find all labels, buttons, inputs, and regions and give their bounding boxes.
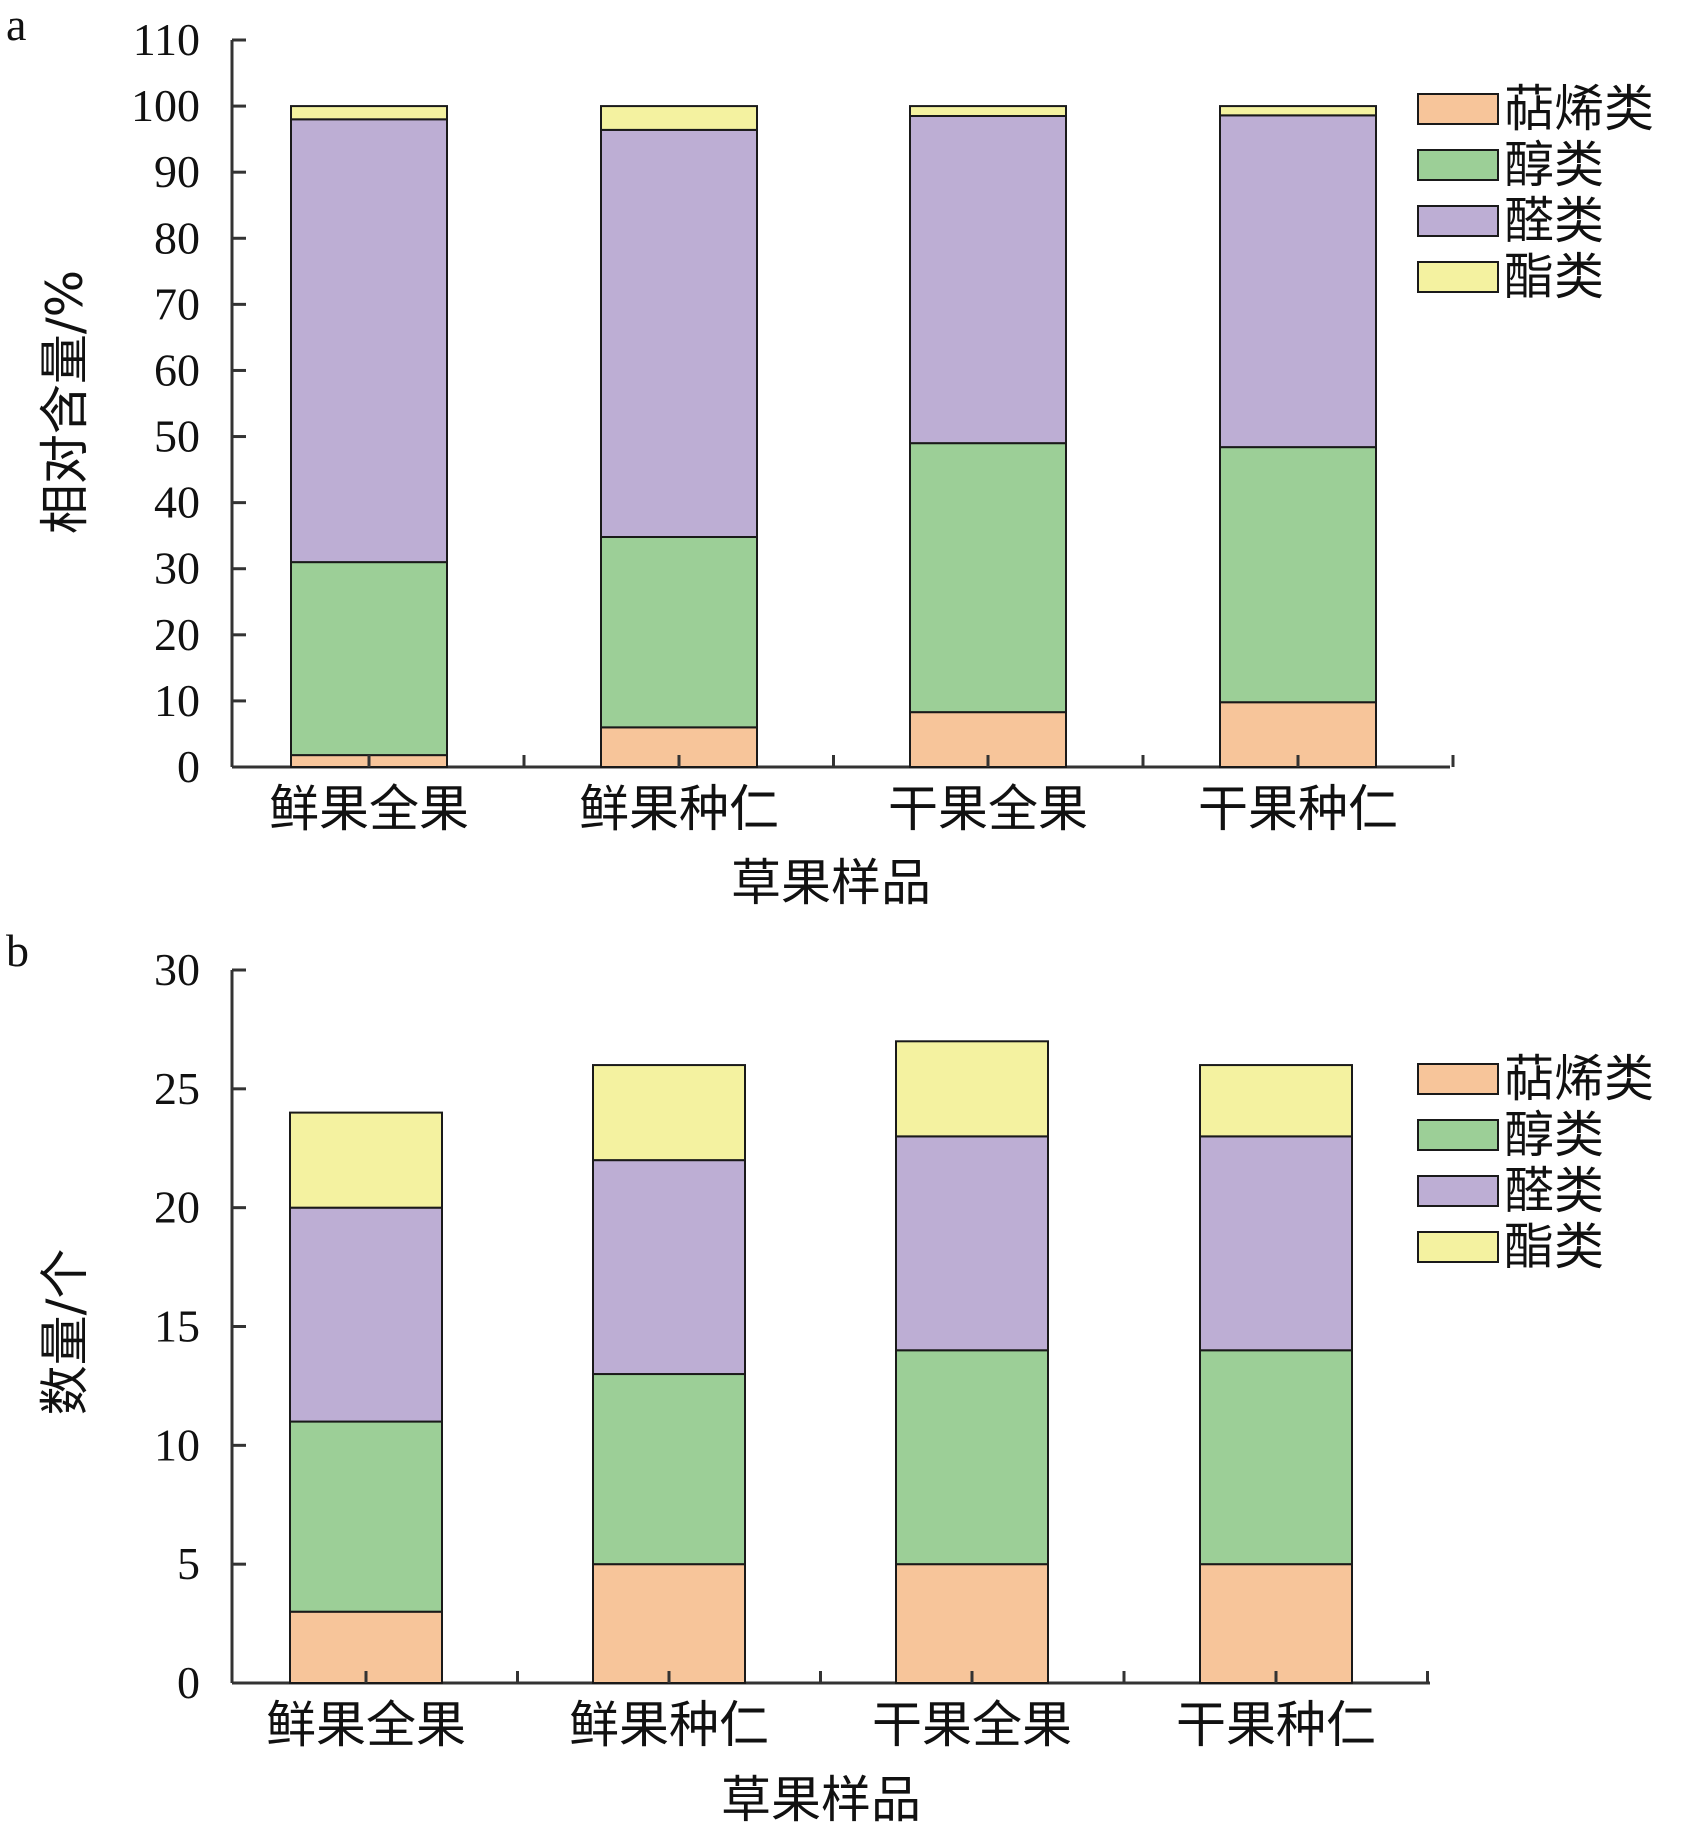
- legend-label-b-2: 醛类: [1504, 1162, 1604, 1220]
- y-tick-label-a: 30: [154, 543, 200, 594]
- bar-b-1-series-0: [592, 1563, 746, 1684]
- legend-label-b-1: 醇类: [1504, 1106, 1604, 1164]
- bar-a-2-series-3: [909, 105, 1067, 118]
- legend-swatch-b-3: [1417, 1231, 1499, 1263]
- bar-b-0-series-1: [289, 1420, 443, 1613]
- bar-b-2-series-1: [895, 1349, 1049, 1566]
- x-category-label-b: 干果全果: [872, 1696, 1072, 1754]
- chart-panel-a: 0 10 20 30 40 50 60 70 80 90 100 110 鲜果全果 鲜果种仁 干果全果 干果种…: [36, 14, 1654, 912]
- bar-b-2-series-3: [895, 1040, 1049, 1138]
- bar-b-3-series-1: [1199, 1349, 1353, 1566]
- legend-swatch-a-0: [1417, 93, 1499, 125]
- y-tick-label-a: 0: [177, 741, 200, 792]
- y-tick-label-a: 90: [154, 146, 200, 197]
- bar-a-1-series-2: [600, 128, 758, 539]
- y-tick-label-a: 40: [154, 477, 200, 528]
- bar-b-0-series-2: [289, 1206, 443, 1423]
- y-tick-label-a: 80: [154, 212, 200, 263]
- bar-a-1-series-1: [600, 536, 758, 729]
- x-category-label-b: 鲜果种仁: [569, 1696, 769, 1754]
- y-tick-label-b: 0: [177, 1657, 200, 1708]
- y-tick-label-b: 5: [177, 1538, 200, 1589]
- x-axis-title-b: 草果样品: [721, 1771, 921, 1829]
- bar-a-1-series-3: [600, 105, 758, 131]
- bar-a-0-series-3: [290, 105, 448, 121]
- y-tick-label-a: 100: [131, 80, 200, 131]
- bar-a-3-series-3: [1219, 105, 1377, 117]
- legend-label-a-1: 醇类: [1504, 136, 1604, 194]
- y-tick-label-b: 30: [154, 944, 200, 995]
- bar-a-0-series-2: [290, 118, 448, 564]
- x-category-label-a: 干果全果: [888, 780, 1088, 838]
- legend-label-a-3: 酯类: [1504, 248, 1604, 306]
- bar-b-0-series-3: [289, 1111, 443, 1209]
- bar-b-2-series-2: [895, 1135, 1049, 1352]
- bar-b-2-series-0: [895, 1563, 1049, 1684]
- bar-b-3-series-0: [1199, 1563, 1353, 1684]
- y-tick-label-b: 15: [154, 1301, 200, 1352]
- y-tick-label-a: 60: [154, 344, 200, 395]
- bar-b-3-series-2: [1199, 1135, 1353, 1352]
- bar-a-2-series-1: [909, 442, 1067, 714]
- y-tick-label-b: 10: [154, 1419, 200, 1470]
- bar-b-1-series-1: [592, 1373, 746, 1566]
- legend-swatch-b-2: [1417, 1175, 1499, 1207]
- legend-label-b-0: 萜烯类: [1504, 1050, 1654, 1108]
- y-tick-label-a: 10: [154, 675, 200, 726]
- bar-a-3-series-1: [1219, 446, 1377, 704]
- x-category-label-a: 干果种仁: [1198, 780, 1398, 838]
- legend-label-a-0: 萜烯类: [1504, 80, 1654, 138]
- y-tick-label-b: 25: [154, 1063, 200, 1114]
- legend-label-b-3: 酯类: [1504, 1218, 1604, 1276]
- legend-swatch-b-1: [1417, 1119, 1499, 1151]
- y-tick-label-a: 70: [154, 278, 200, 329]
- x-category-label-a: 鲜果种仁: [579, 780, 779, 838]
- panel-a-letter: a: [6, 0, 26, 50]
- panel-b-letter: b: [6, 925, 29, 976]
- y-tick-label-a: 50: [154, 411, 200, 462]
- y-axis-title-a: 相对含量/%: [36, 270, 94, 534]
- y-tick-label-b: 20: [154, 1182, 200, 1233]
- x-category-label-a: 鲜果全果: [269, 780, 469, 838]
- legend-swatch-a-1: [1417, 149, 1499, 181]
- y-tick-label-a: 20: [154, 609, 200, 660]
- bar-a-0-series-1: [290, 561, 448, 757]
- legend-swatch-b-0: [1417, 1063, 1499, 1095]
- legend-swatch-a-2: [1417, 205, 1499, 237]
- legend-label-a-2: 醛类: [1504, 192, 1604, 250]
- bar-a-2-series-2: [909, 115, 1067, 445]
- y-axis-title-b: 数量/个: [36, 1249, 94, 1416]
- y-tick-label-a: 110: [133, 14, 200, 65]
- bar-b-1-series-2: [592, 1159, 746, 1376]
- bar-b-3-series-3: [1199, 1064, 1353, 1138]
- bar-a-3-series-2: [1219, 114, 1377, 449]
- x-axis-title-a: 草果样品: [731, 854, 931, 912]
- legend-swatch-a-3: [1417, 261, 1499, 293]
- x-category-label-b: 鲜果全果: [266, 1696, 466, 1754]
- bar-b-1-series-3: [592, 1064, 746, 1162]
- x-category-label-b: 干果种仁: [1176, 1696, 1376, 1754]
